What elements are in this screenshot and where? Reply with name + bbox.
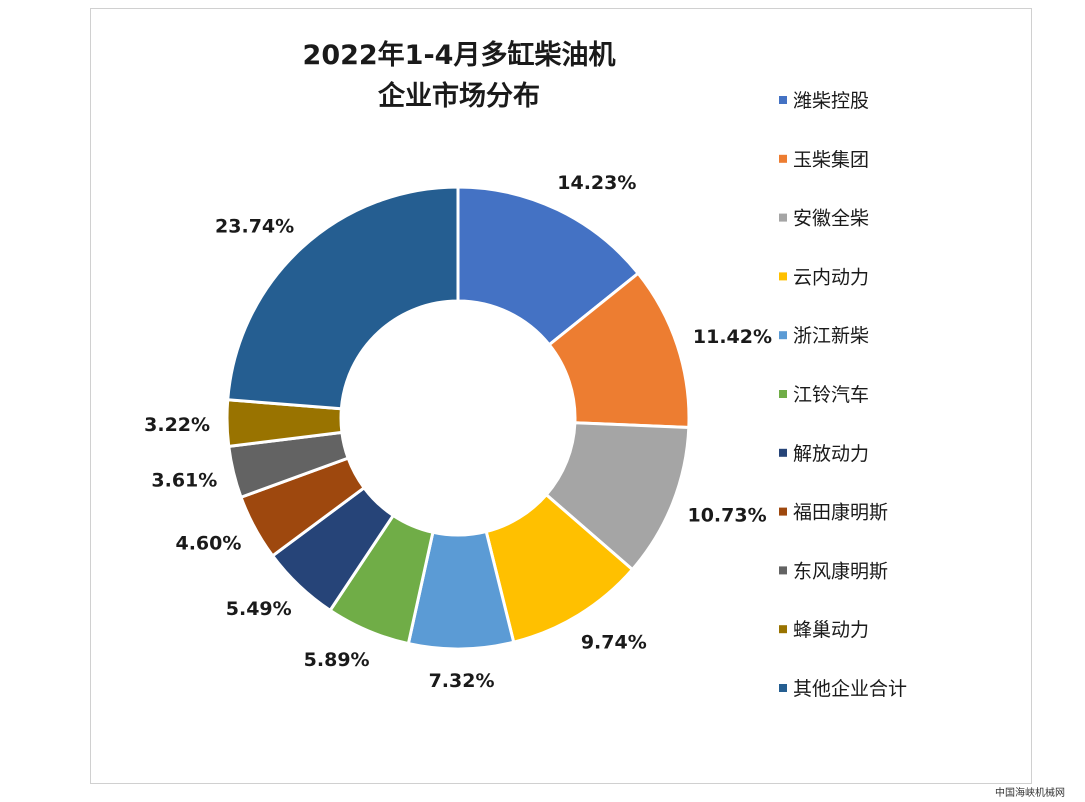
chart-title-line-2: 企业市场分布 xyxy=(378,80,540,112)
data-labels: 14.23% 11.42% 10.73% 9.74% 7.32% 5.89% 5.49% 4.… xyxy=(144,172,772,692)
legend-swatch xyxy=(779,684,787,692)
legend-item-3: 安徽全柴 xyxy=(779,208,869,230)
data-label-4: 9.74% xyxy=(581,631,647,653)
legend-label: 蜂巢动力 xyxy=(793,619,869,641)
chart-title-line-1: 2022年1-4月多缸柴油机 xyxy=(303,39,616,71)
legend-swatch xyxy=(779,390,787,398)
data-label-8: 4.60% xyxy=(175,532,241,554)
legend-label: 浙江新柴 xyxy=(793,325,869,347)
watermark: 中国海峡机械网 xyxy=(995,788,1065,799)
data-label-11: 23.74% xyxy=(215,216,294,238)
legend-swatch xyxy=(779,331,787,340)
legend-label: 安徽全柴 xyxy=(793,208,869,230)
data-label-7: 5.49% xyxy=(226,598,292,620)
legend-item-5: 浙江新柴 xyxy=(779,325,869,347)
legend-item-11: 其他企业合计 xyxy=(779,678,907,700)
legend-label: 其他企业合计 xyxy=(793,678,907,700)
data-label-10: 3.22% xyxy=(144,414,210,436)
legend-swatch xyxy=(779,213,787,222)
legend-swatch xyxy=(779,507,787,516)
data-label-1: 14.23% xyxy=(557,172,636,194)
legend-item-4: 云内动力 xyxy=(779,266,869,288)
legend-swatch xyxy=(779,272,787,281)
data-label-6: 5.89% xyxy=(304,649,370,671)
legend-label: 福田康明斯 xyxy=(793,502,888,524)
legend: 潍柴控股玉柴集团安徽全柴云内动力浙江新柴江铃汽车解放动力福田康明斯东风康明斯蜂巢… xyxy=(779,90,907,700)
legend-item-7: 解放动力 xyxy=(779,443,869,465)
legend-label: 潍柴控股 xyxy=(793,90,869,112)
slice-1 xyxy=(456,185,641,347)
legend-swatch xyxy=(779,96,787,104)
legend-swatch xyxy=(779,566,787,575)
data-label-5: 7.32% xyxy=(429,670,495,692)
data-label-3: 10.73% xyxy=(687,505,766,527)
legend-label: 玉柴集团 xyxy=(793,149,869,171)
chart-frame: 2022年1-4月多缸柴油机 企业市场分布 14.23% 11.42% 10.73%… xyxy=(90,8,1032,784)
legend-swatch xyxy=(779,625,787,634)
donut-slices xyxy=(225,185,691,651)
legend-swatch xyxy=(779,448,787,457)
legend-item-1: 潍柴控股 xyxy=(779,90,869,112)
data-label-9: 3.61% xyxy=(151,469,217,491)
legend-label: 解放动力 xyxy=(793,443,869,465)
legend-label: 云内动力 xyxy=(793,266,869,288)
data-label-2: 11.42% xyxy=(693,326,772,348)
legend-swatch xyxy=(779,154,787,163)
legend-item-8: 福田康明斯 xyxy=(779,502,888,524)
legend-label: 江铃汽车 xyxy=(793,384,869,406)
legend-label: 东风康明斯 xyxy=(793,560,888,582)
legend-item-2: 玉柴集团 xyxy=(779,149,869,171)
legend-item-6: 江铃汽车 xyxy=(779,384,869,406)
legend-item-9: 东风康明斯 xyxy=(779,560,888,582)
donut-chart: 2022年1-4月多缸柴油机 企业市场分布 14.23% 11.42% 10.73%… xyxy=(144,39,907,700)
legend-item-10: 蜂巢动力 xyxy=(779,619,869,641)
slice-11 xyxy=(226,185,460,411)
